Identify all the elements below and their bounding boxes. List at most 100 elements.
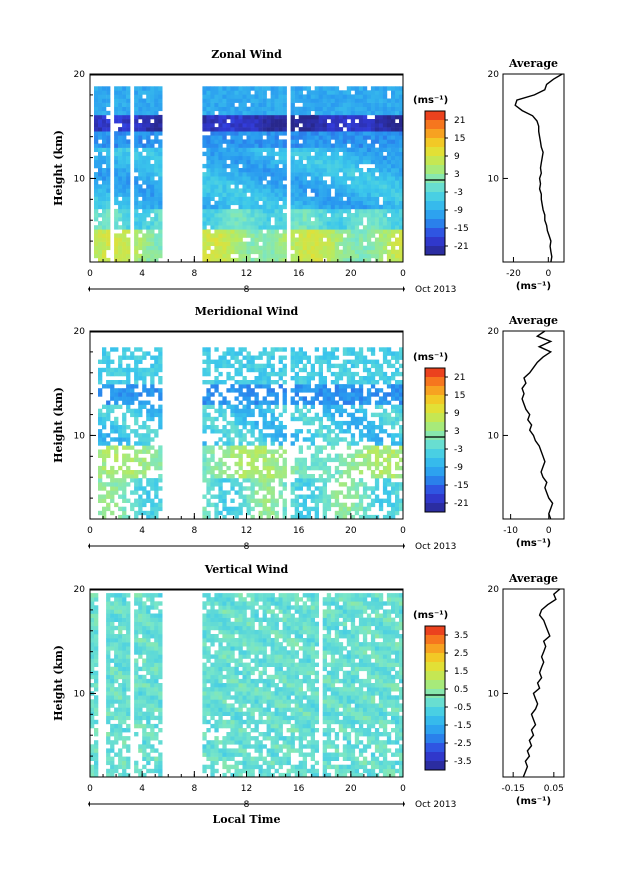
heatmap-cell <box>90 703 95 708</box>
heatmap-cell <box>290 123 295 128</box>
heatmap-cell <box>314 502 319 508</box>
heatmap-cell <box>330 241 336 246</box>
heatmap-cell <box>122 367 127 373</box>
heatmap-cell <box>106 168 111 173</box>
heatmap-cell <box>250 233 255 238</box>
heatmap-cell <box>362 225 368 230</box>
heatmap-cell <box>395 127 400 132</box>
heatmap-cell <box>214 221 219 226</box>
heatmap-cell <box>354 114 360 120</box>
heatmap-cell <box>150 131 155 136</box>
heatmap-cell <box>270 245 275 251</box>
heatmap-cell <box>382 457 388 463</box>
heatmap-cell <box>98 225 103 230</box>
heatmap-cell <box>218 474 223 479</box>
heatmap-cell <box>154 131 159 136</box>
heatmap-cell <box>274 172 279 177</box>
heatmap-cell <box>258 135 263 140</box>
heatmap-cell <box>330 213 336 218</box>
heatmap-cell <box>399 98 404 103</box>
heatmap-cell <box>358 159 364 165</box>
heatmap-cell <box>399 388 404 393</box>
heatmap-cell <box>322 131 327 136</box>
heatmap-cell <box>250 131 255 136</box>
heatmap-cell <box>146 646 151 651</box>
heatmap-cell <box>326 208 332 214</box>
heatmap-cell <box>226 445 231 450</box>
heatmap-cell <box>242 204 247 210</box>
heatmap-cell <box>234 425 239 430</box>
heatmap-cell <box>391 208 396 214</box>
heatmap-cell <box>214 192 219 197</box>
heatmap-cell <box>314 94 319 99</box>
heatmap-cell <box>142 703 147 708</box>
heatmap-cell <box>90 621 95 627</box>
heatmap-cell <box>230 384 235 389</box>
heatmap-cell <box>234 249 239 255</box>
heatmap-cell <box>350 217 356 222</box>
heatmap-cell <box>314 453 319 458</box>
heatmap-cell <box>318 98 323 103</box>
heatmap-cell <box>238 208 243 214</box>
heatmap-cell <box>270 367 275 373</box>
heatmap-cell <box>206 478 211 483</box>
heatmap-cell <box>106 86 111 91</box>
heatmap-cell <box>114 420 119 426</box>
heatmap-cell <box>399 119 404 124</box>
heatmap-cell <box>342 159 348 165</box>
heatmap-cell <box>366 200 372 206</box>
heatmap-cell <box>106 642 111 647</box>
heatmap-cell <box>122 371 127 377</box>
heatmap-cell <box>146 715 151 721</box>
heatmap-cell <box>314 392 319 397</box>
heatmap-cell <box>126 196 131 201</box>
heatmap-cell <box>106 90 111 95</box>
heatmap-cell <box>138 347 143 352</box>
heatmap-cell <box>350 204 356 210</box>
heatmap-cell <box>258 441 263 446</box>
heatmap-cell <box>154 433 159 438</box>
heatmap-cell <box>350 502 356 508</box>
heatmap-cell <box>278 98 283 103</box>
heatmap-cell <box>90 601 95 606</box>
heatmap-cell <box>322 437 327 442</box>
heatmap-cell <box>238 192 243 197</box>
heatmap-cell <box>378 172 384 177</box>
heatmap-cell <box>138 691 143 696</box>
heatmap-cell <box>338 408 344 414</box>
heatmap-cell <box>110 474 115 479</box>
heatmap-cell <box>262 245 267 251</box>
heatmap-cell <box>370 445 376 450</box>
heatmap-cell <box>362 94 368 99</box>
heatmap-cell <box>270 380 275 385</box>
heatmap-cell <box>270 229 275 234</box>
heatmap-cell <box>94 744 99 749</box>
heatmap-cell <box>94 638 99 643</box>
heatmap-cell <box>382 119 388 124</box>
heatmap-cell <box>94 86 99 91</box>
heatmap-cell <box>358 347 364 352</box>
heatmap-cell <box>298 90 303 95</box>
heatmap-cell <box>306 110 311 116</box>
heatmap-cell <box>350 359 356 364</box>
heatmap-cell <box>306 237 311 242</box>
heatmap-cell <box>370 151 376 157</box>
heatmap-cell <box>130 355 135 360</box>
heatmap-cell <box>110 744 115 749</box>
heatmap-cell <box>230 188 235 193</box>
profile-frame <box>502 73 565 263</box>
heatmap-cell <box>314 429 319 434</box>
heatmap-cell <box>342 225 348 230</box>
heatmap-cell <box>258 449 263 454</box>
heatmap-cell <box>262 184 267 189</box>
heatmap-cell <box>342 359 348 364</box>
heatmap-cell <box>258 433 263 438</box>
heatmap-cell <box>290 412 295 418</box>
heatmap-cell <box>302 176 307 181</box>
heatmap-cell <box>146 449 151 454</box>
heatmap-cell <box>122 257 127 263</box>
heatmap-cell <box>226 351 231 356</box>
heatmap-cell <box>370 229 376 234</box>
heatmap-cell <box>158 180 163 185</box>
heatmap-cell <box>391 131 396 136</box>
